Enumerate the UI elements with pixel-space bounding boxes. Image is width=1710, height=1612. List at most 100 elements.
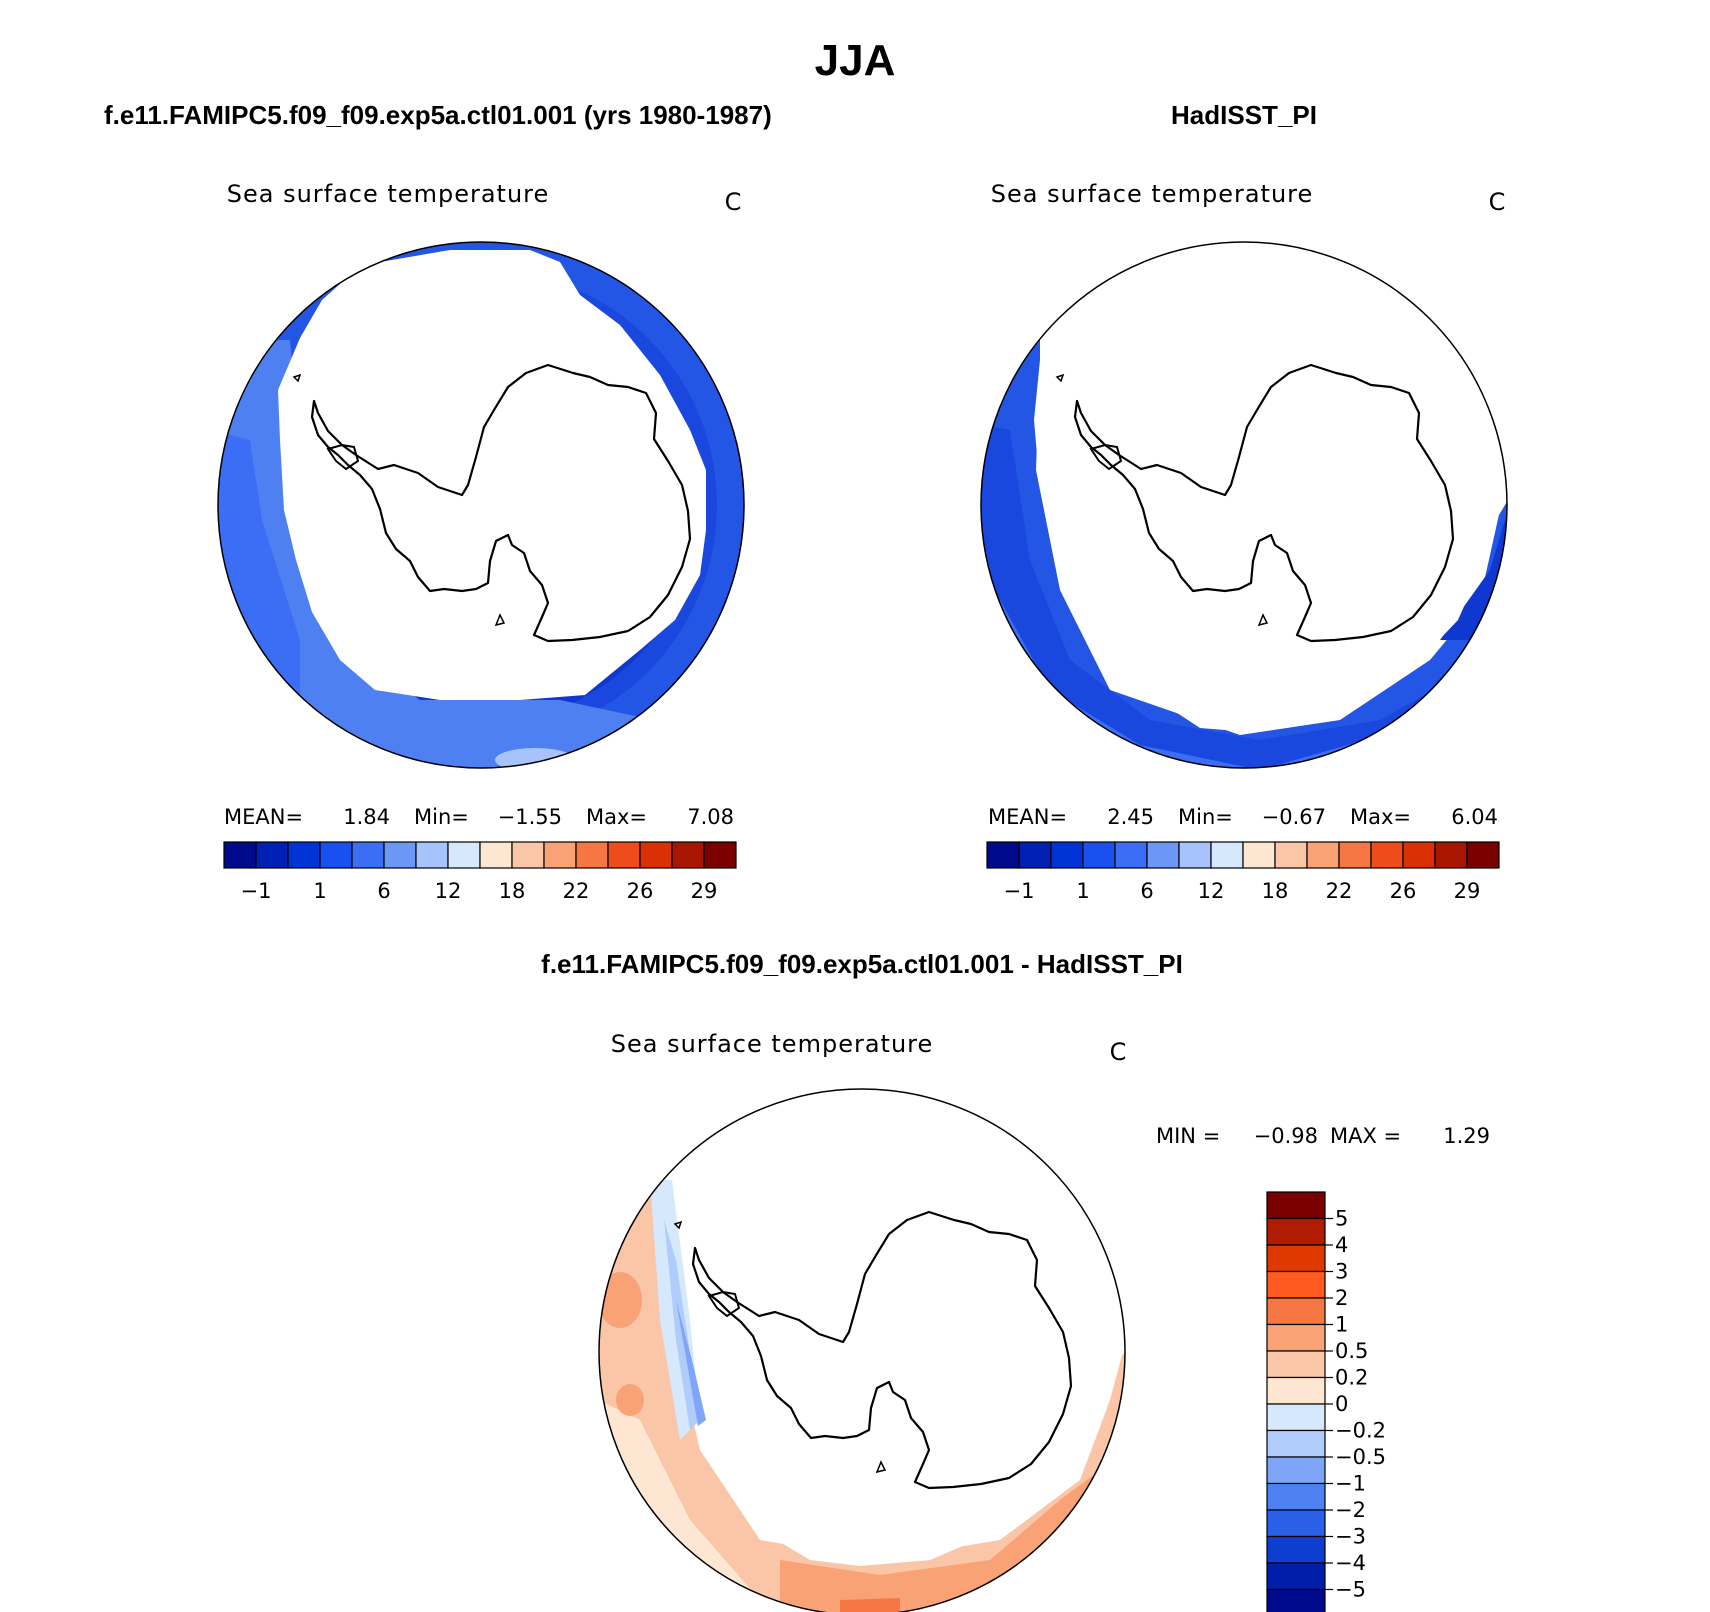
obs-colorbar-swatch (1050, 841, 1084, 869)
model-colorbar-tick-label: 29 (691, 879, 718, 903)
diff-colorbar-tick-label: −4 (1335, 1551, 1366, 1575)
obs-mean-label: MEAN= (988, 805, 1067, 829)
model-colorbar-swatch (575, 841, 609, 869)
obs-colorbar-tick-label: 26 (1390, 879, 1417, 903)
diff-colorbar-swatch (1266, 1482, 1326, 1511)
model-stats: MEAN= 1.84 Min= −1.55 Max= 7.08 (224, 805, 734, 829)
diff-max-label: MAX = (1330, 1124, 1401, 1148)
obs-map-frame (980, 241, 1508, 769)
diff-colorbar-tick-label: 2 (1335, 1286, 1348, 1310)
model-colorbar-swatch (351, 841, 385, 869)
model-colorbar-swatch (639, 841, 673, 869)
model-colorbar-tick-label: 12 (435, 879, 462, 903)
diff-colorbar-tick-label: 1 (1335, 1313, 1348, 1337)
model-mean-value: 1.84 (343, 805, 390, 829)
diff-units: C (1110, 1038, 1127, 1066)
model-colorbar-tick-label: 22 (563, 879, 590, 903)
diff-colorbar-swatch (1266, 1588, 1326, 1612)
model-max-label: Max= (586, 805, 647, 829)
diff-colorbar-swatch (1266, 1270, 1326, 1299)
obs-colorbar-tick-label: 6 (1140, 879, 1153, 903)
obs-colorbar-swatch (1018, 841, 1052, 869)
obs-colorbar-tick-label: −1 (1004, 879, 1035, 903)
model-map-frame (217, 241, 745, 769)
diff-colorbar-tick-label: 0.5 (1335, 1339, 1368, 1363)
diff-map-frame (598, 1088, 1126, 1612)
model-colorbar-swatch (255, 841, 289, 869)
model-min-label: Min= (414, 805, 469, 829)
model-colorbar-swatch (447, 841, 481, 869)
obs-colorbar: −1 1 6 12 18 22 26 29 (986, 841, 1500, 903)
model-sst-map (218, 242, 744, 768)
model-colorbar-swatch (223, 841, 257, 869)
obs-min-label: Min= (1178, 805, 1233, 829)
obs-colorbar-tick-label: 12 (1198, 879, 1225, 903)
obs-max-label: Max= (1350, 805, 1411, 829)
model-colorbar-tick-label: −1 (241, 879, 272, 903)
model-colorbar-swatch (511, 841, 545, 869)
model-max-value: 7.08 (687, 805, 734, 829)
model-colorbar: −1 1 6 12 18 22 26 29 (223, 841, 737, 903)
obs-colorbar-swatch (1082, 841, 1116, 869)
diff-min-label: MIN = (1156, 1124, 1220, 1148)
obs-colorbar-tick-label: 22 (1326, 879, 1353, 903)
diff-colorbar-swatch (1266, 1350, 1326, 1379)
diff-colorbar: 54 32 10.5 0.20 −0.2−0.5 −1−2 −3−4 −5 (1266, 1191, 1386, 1612)
diff-panel: f.e11.FAMIPC5.f09_f09.exp5a.ctl01.001 - … (541, 949, 1490, 1612)
obs-colorbar-tick-label: 18 (1262, 879, 1289, 903)
obs-heading: HadISST_PI (1171, 100, 1317, 130)
obs-field-label: Sea surface temperature (991, 180, 1314, 208)
diff-colorbar-tick-label: 5 (1335, 1207, 1348, 1231)
diff-stats: MIN = −0.98 MAX = 1.29 (1156, 1124, 1490, 1148)
model-colorbar-tick-label: 6 (377, 879, 390, 903)
model-min-value: −1.55 (498, 805, 562, 829)
obs-colorbar-swatch (986, 841, 1020, 869)
model-colorbar-swatch (607, 841, 641, 869)
diff-colorbar-swatch (1266, 1323, 1326, 1352)
obs-colorbar-tick-label: 29 (1454, 879, 1481, 903)
obs-units: C (1489, 188, 1506, 216)
obs-mean-value: 2.45 (1107, 805, 1154, 829)
diff-sst-map (599, 1089, 1125, 1612)
model-colorbar-swatch (319, 841, 353, 869)
obs-colorbar-swatch (1434, 841, 1468, 869)
obs-stats: MEAN= 2.45 Min= −0.67 Max= 6.04 (988, 805, 1498, 829)
obs-colorbar-swatch (1114, 841, 1148, 869)
obs-sst-map (981, 242, 1507, 768)
diff-colorbar-swatch (1266, 1376, 1326, 1405)
diff-colorbar-tick-label: −0.5 (1335, 1445, 1386, 1469)
model-units: C (725, 188, 742, 216)
diff-colorbar-tick-label: 0 (1335, 1392, 1348, 1416)
diff-colorbar-swatch (1266, 1509, 1326, 1538)
diff-colorbar-tick-label: −1 (1335, 1472, 1366, 1496)
model-heading: f.e11.FAMIPC5.f09_f09.exp5a.ctl01.001 (y… (104, 100, 772, 130)
obs-colorbar-swatch (1306, 841, 1340, 869)
obs-colorbar-tick-label: 1 (1076, 879, 1089, 903)
diff-colorbar-swatch (1266, 1403, 1326, 1432)
obs-panel: HadISST_PI Sea surface temperature C MEA… (980, 100, 1508, 903)
obs-min-value: −0.67 (1262, 805, 1326, 829)
obs-max-value: 6.04 (1451, 805, 1498, 829)
obs-colorbar-swatch (1146, 841, 1180, 869)
diff-colorbar-tick-label: 0.2 (1335, 1366, 1368, 1390)
diff-colorbar-tick-label: −5 (1335, 1578, 1366, 1602)
diff-colorbar-swatch (1266, 1562, 1326, 1591)
diff-field-label: Sea surface temperature (611, 1030, 934, 1058)
diff-max-value: 1.29 (1443, 1124, 1490, 1148)
obs-colorbar-swatch (1466, 841, 1500, 869)
diff-colorbar-swatch (1266, 1456, 1326, 1485)
diff-colorbar-swatch (1266, 1217, 1326, 1246)
figure-title: JJA (815, 36, 896, 85)
model-colorbar-swatch (415, 841, 449, 869)
model-colorbar-swatch (703, 841, 737, 869)
model-colorbar-swatch (671, 841, 705, 869)
diff-colorbar-tick-label: 3 (1335, 1260, 1348, 1284)
diff-colorbar-tick-label: −0.2 (1335, 1419, 1386, 1443)
diff-colorbar-swatch (1266, 1191, 1326, 1220)
diff-colorbar-tick-label: −2 (1335, 1498, 1366, 1522)
obs-colorbar-swatch (1274, 841, 1308, 869)
model-panel: f.e11.FAMIPC5.f09_f09.exp5a.ctl01.001 (y… (104, 100, 772, 903)
diff-colorbar-swatch (1266, 1297, 1326, 1326)
diff-colorbar-swatch (1266, 1535, 1326, 1564)
diff-colorbar-tick-label: 4 (1335, 1233, 1348, 1257)
